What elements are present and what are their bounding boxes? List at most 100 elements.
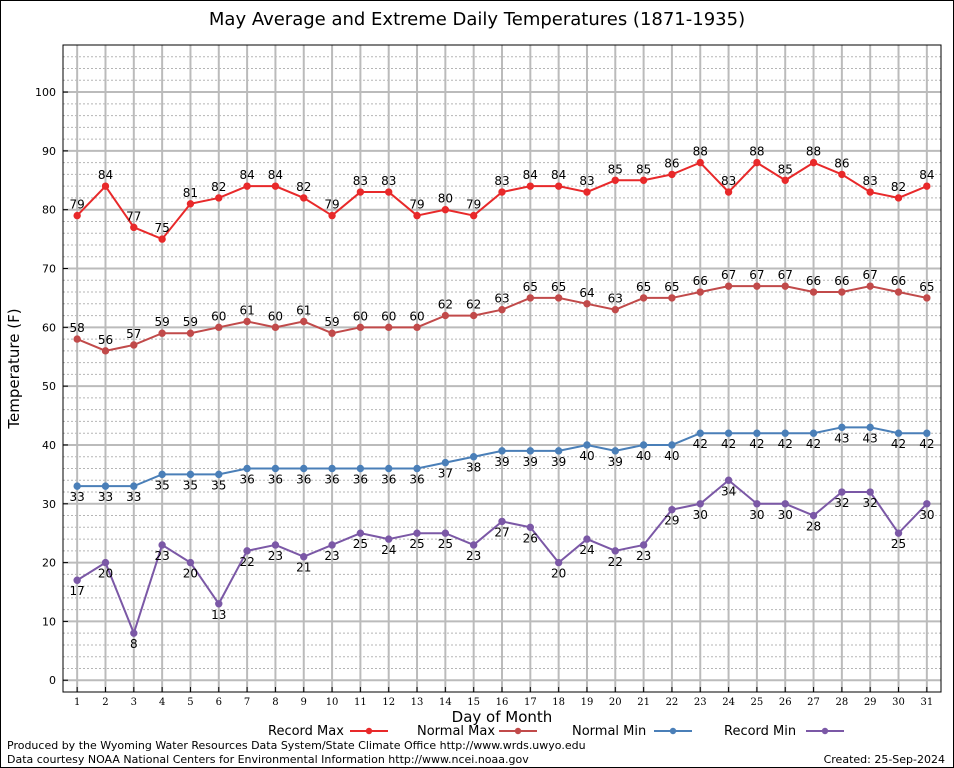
data-label: 40 [579, 449, 594, 463]
legend-swatch-marker [821, 727, 829, 735]
footer-produced-by: Produced by the Wyoming Water Resources … [7, 739, 586, 752]
data-label: 17 [70, 584, 85, 598]
data-label: 32 [863, 496, 878, 510]
series-record-min: 17 20 8 23 20 13 22 23 21 23 25 24 25 25 23 27 26 20 24 22 2… [70, 476, 934, 651]
data-label: 40 [636, 449, 651, 463]
data-label: 88 [693, 145, 708, 159]
y-tick-label: 40 [42, 439, 56, 452]
y-tick-label: 90 [42, 145, 56, 158]
data-point [894, 429, 903, 437]
data-point [130, 482, 138, 490]
data-point [73, 482, 81, 490]
data-label: 30 [778, 508, 793, 522]
data-label: 20 [183, 567, 198, 581]
data-label: 60 [409, 309, 424, 323]
data-label: 75 [154, 221, 169, 235]
data-point [385, 464, 393, 473]
data-label: 30 [919, 508, 934, 522]
data-label: 85 [636, 162, 651, 176]
data-label: 63 [608, 292, 623, 306]
data-label: 65 [551, 280, 566, 294]
data-point [611, 305, 619, 314]
y-tick-label: 70 [42, 263, 56, 276]
data-point [838, 288, 846, 296]
data-label: 59 [183, 315, 198, 329]
data-label: 40 [664, 449, 679, 463]
data-point [186, 329, 195, 337]
data-label: 21 [296, 561, 311, 575]
x-tick-label: 14 [439, 697, 452, 708]
data-point [866, 188, 874, 196]
data-point [469, 453, 478, 461]
data-label: 33 [70, 490, 85, 504]
data-label: 59 [154, 315, 169, 329]
x-tick-label: 27 [807, 697, 820, 708]
data-point [781, 176, 789, 184]
data-point [101, 482, 110, 490]
data-label: 60 [211, 309, 226, 323]
data-point [583, 188, 591, 196]
data-label: 39 [494, 455, 509, 469]
data-label: 24 [579, 543, 594, 557]
data-point [809, 429, 818, 437]
data-point [271, 464, 280, 473]
data-point [498, 447, 506, 455]
data-label: 23 [324, 549, 339, 563]
legend-label: Record Min [724, 724, 796, 739]
data-point [639, 541, 648, 549]
data-label: 85 [608, 162, 623, 176]
data-label: 36 [381, 472, 396, 486]
data-point [328, 464, 336, 473]
data-point [639, 176, 648, 184]
data-label: 59 [324, 315, 339, 329]
data-point [73, 576, 81, 584]
series-normal-min: 33 33 33 35 35 35 36 36 36 36 36 36 36 37 38 39 39 39 40 39… [70, 423, 934, 504]
x-tick-label: 13 [411, 697, 424, 708]
data-label: 20 [98, 567, 113, 581]
data-point [130, 223, 138, 232]
data-point [526, 182, 535, 190]
x-tick-label: 16 [496, 697, 509, 708]
data-label: 26 [523, 531, 538, 545]
x-tick-label: 30 [892, 697, 905, 708]
y-axis-title: Temperature (F) [5, 308, 23, 429]
x-tick-label: 31 [920, 697, 933, 708]
data-point [101, 182, 110, 190]
y-tick-label: 100 [35, 86, 56, 99]
data-label: 42 [778, 437, 793, 451]
data-label: 83 [721, 174, 736, 188]
data-label: 42 [919, 437, 934, 451]
data-point [668, 505, 676, 514]
data-point [923, 294, 931, 302]
data-point [611, 547, 619, 555]
data-point [328, 541, 336, 549]
data-point [696, 500, 704, 508]
legend-label: Record Max [268, 724, 344, 739]
x-tick-label: 10 [326, 697, 339, 708]
data-point [243, 182, 251, 190]
x-tick-label: 24 [722, 697, 735, 708]
data-point [838, 423, 846, 432]
data-label: 77 [126, 209, 141, 223]
data-label: 65 [664, 280, 679, 294]
data-label: 79 [324, 198, 339, 212]
data-point [753, 158, 761, 167]
x-tick-label: 9 [301, 697, 307, 708]
data-point [611, 176, 619, 184]
data-point [781, 282, 789, 290]
data-point [554, 294, 563, 302]
data-label: 39 [608, 455, 623, 469]
data-point [441, 458, 450, 467]
grid [63, 44, 941, 693]
data-label: 23 [154, 549, 169, 563]
data-point [215, 470, 223, 479]
data-point [923, 500, 931, 508]
data-label: 39 [551, 455, 566, 469]
data-point [668, 294, 676, 302]
data-point [469, 211, 478, 220]
data-label: 43 [863, 431, 878, 445]
data-point [583, 535, 591, 543]
data-label: 88 [749, 145, 764, 159]
data-point [526, 447, 535, 455]
data-point [498, 517, 506, 526]
